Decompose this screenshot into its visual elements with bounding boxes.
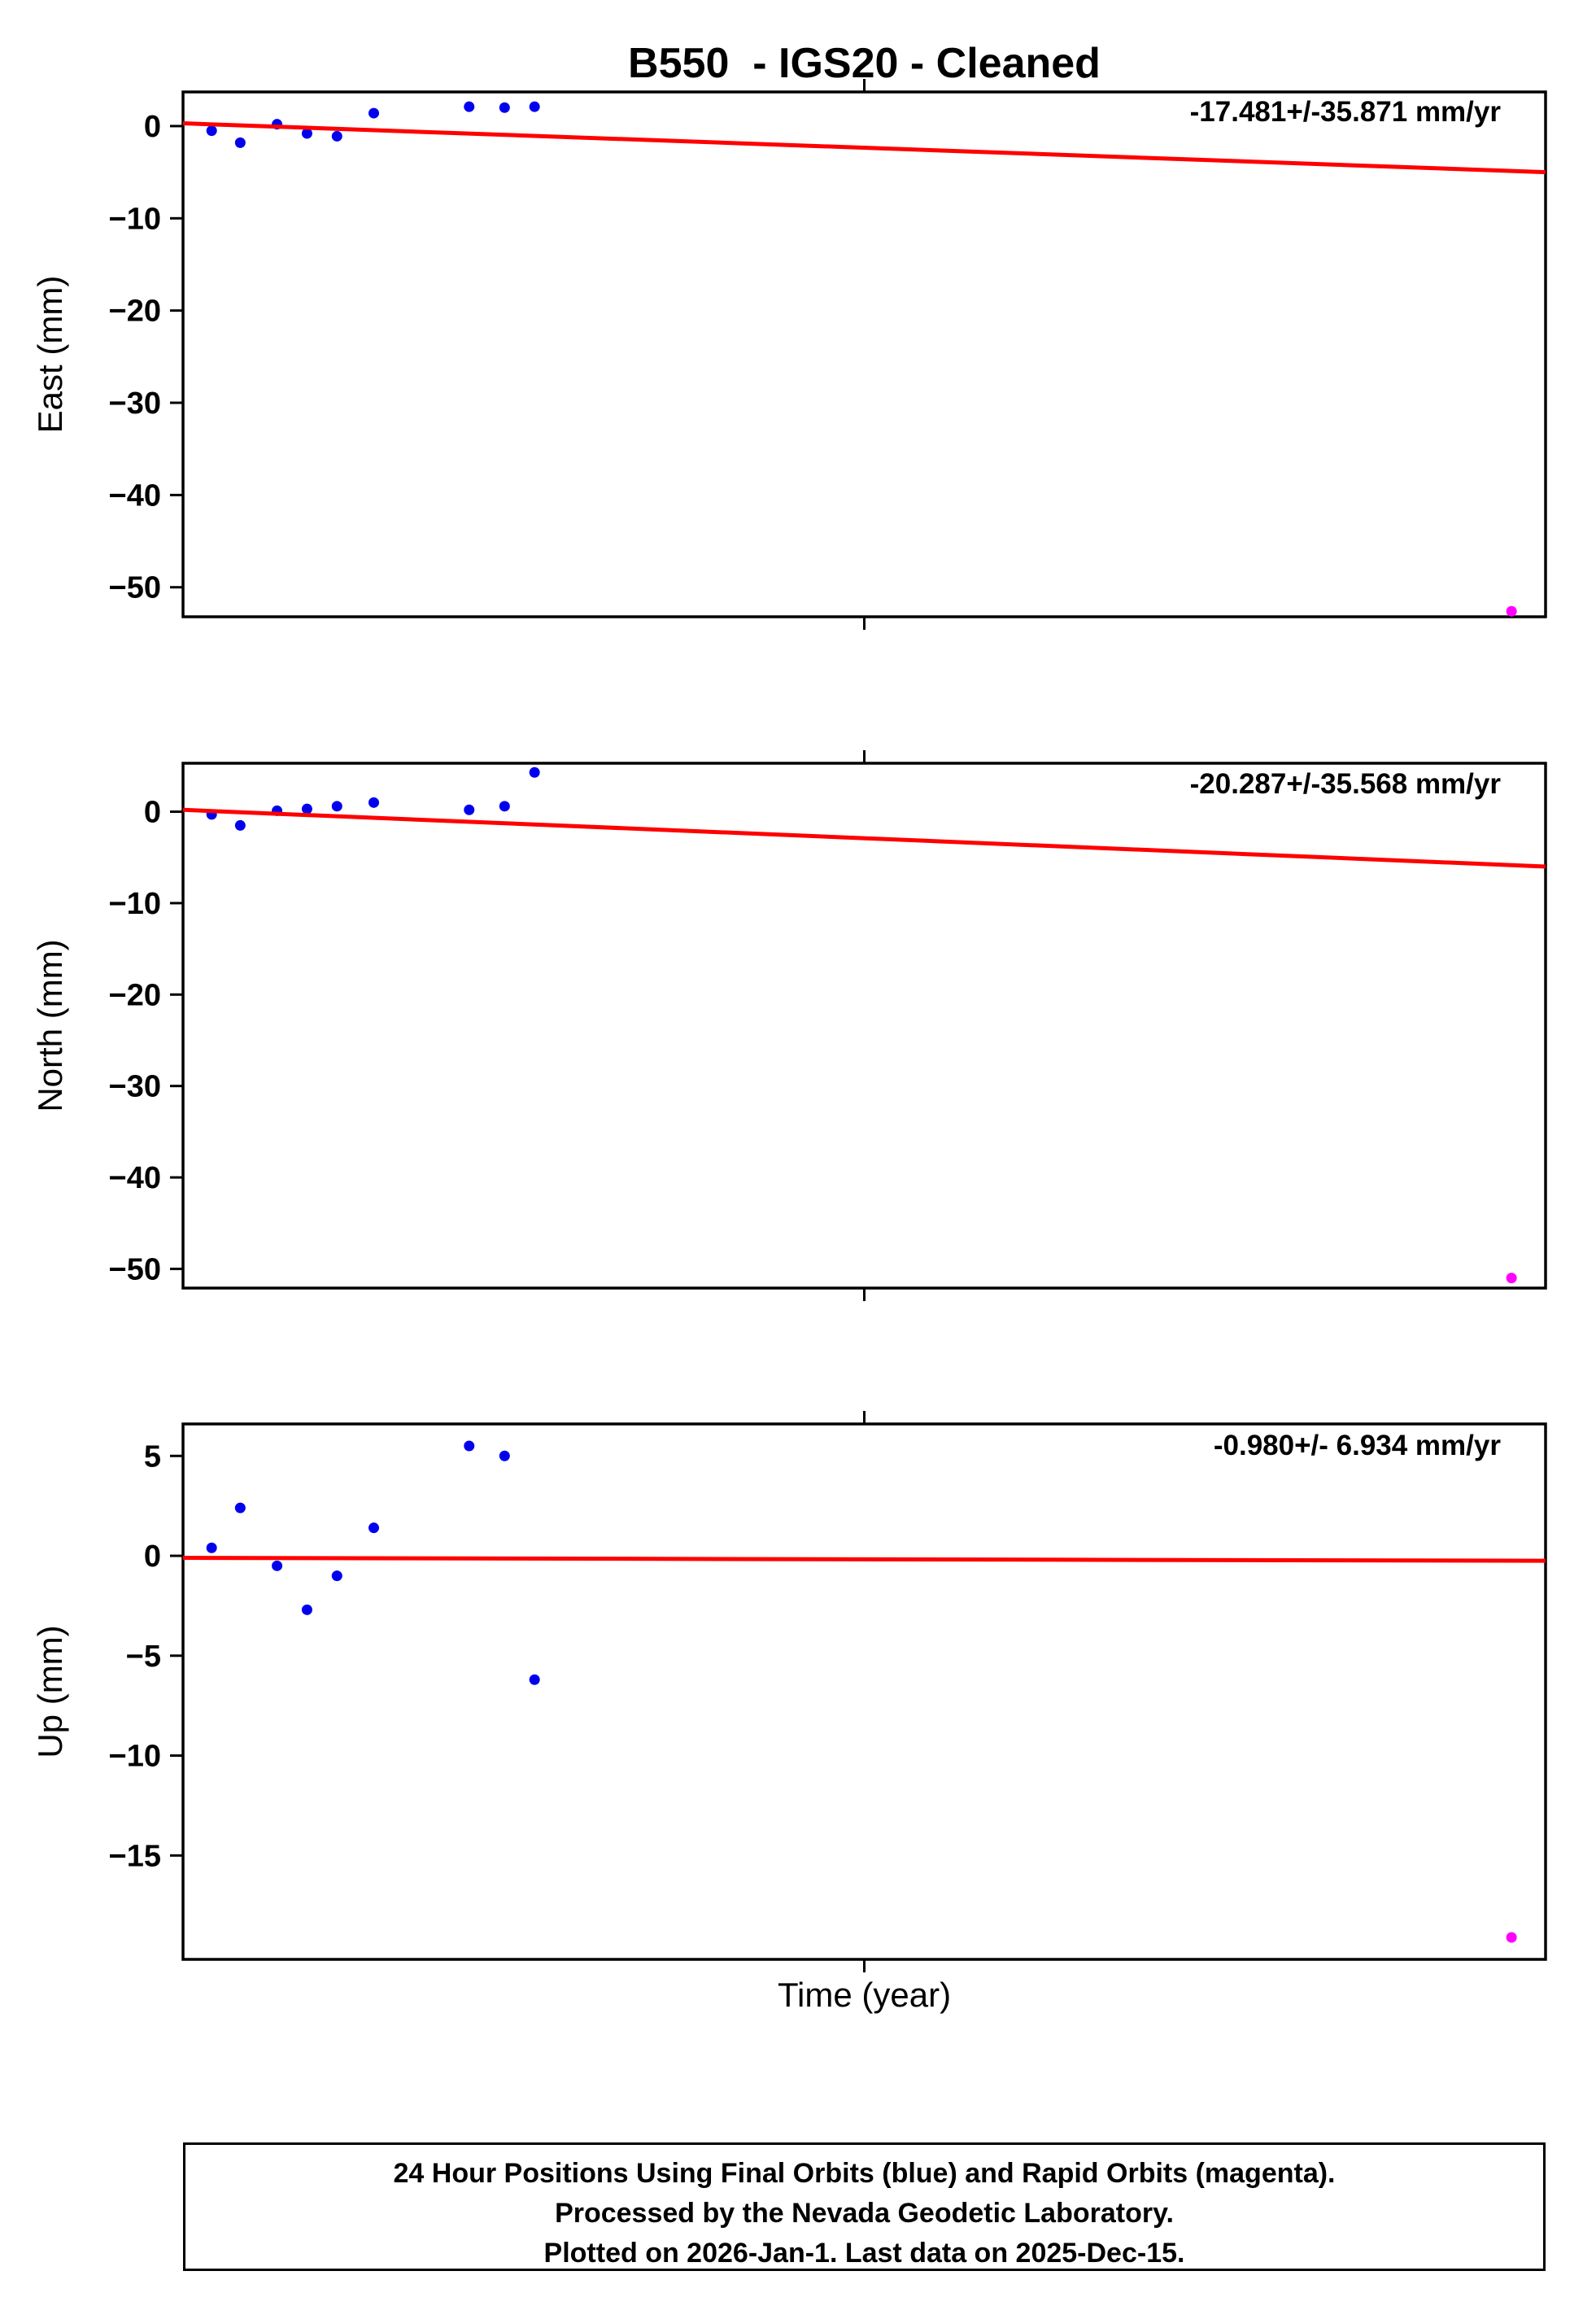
y-tick-label: −50 bbox=[109, 1252, 161, 1286]
y-tick-label: −20 bbox=[109, 978, 161, 1012]
y-tick-label: −40 bbox=[109, 478, 161, 513]
plot-frame bbox=[181, 762, 1547, 1290]
north-rate-label: -20.287+/-35.568 mm/yr bbox=[1189, 768, 1501, 800]
rapid-orbit-points bbox=[1506, 1932, 1517, 1943]
east-plot: 0 −10 −20 −30 −40 −50 East (mm) bbox=[31, 79, 1547, 630]
y-tick-label: −10 bbox=[109, 887, 161, 921]
final-orbit-points bbox=[206, 766, 540, 831]
y-tick-label: −15 bbox=[109, 1839, 161, 1873]
final-orbit-points bbox=[206, 1440, 540, 1685]
y-tick-label: −30 bbox=[109, 1070, 161, 1104]
footer-line-1: 24 Hour Positions Using Final Orbits (bl… bbox=[393, 2158, 1336, 2189]
up-plot: 5 0 −5 −10 −15 Up (mm) bbox=[31, 1411, 1547, 1972]
rapid-orbit-points bbox=[1506, 605, 1517, 617]
north-plot: 0 −10 −20 −30 −40 −50 North (mm) bbox=[31, 750, 1547, 1301]
y-tick-label: −5 bbox=[126, 1640, 161, 1674]
y-tick-label: 0 bbox=[144, 110, 161, 144]
page-title: B550 - IGS20 - Cleaned bbox=[628, 40, 1101, 87]
y-tick-label: −10 bbox=[109, 202, 161, 236]
trend-line bbox=[182, 1556, 1546, 1563]
rapid-orbit-points bbox=[1506, 1273, 1517, 1284]
y-tick-label: 0 bbox=[144, 796, 161, 830]
east-rate-label: -17.481+/-35.871 mm/yr bbox=[1189, 96, 1501, 128]
y-tick-label: −40 bbox=[109, 1161, 161, 1195]
y-axis-title: East (mm) bbox=[31, 276, 69, 434]
footer-line-2: Processed by the Nevada Geodetic Laborat… bbox=[555, 2198, 1174, 2229]
y-axis-title: Up (mm) bbox=[31, 1625, 69, 1758]
trend-line bbox=[182, 121, 1546, 175]
plot-frame bbox=[181, 1422, 1547, 1961]
y-tick-label: −50 bbox=[109, 571, 161, 605]
y-ticks: 0 −10 −20 −30 −40 −50 bbox=[109, 110, 183, 605]
y-tick-label: −30 bbox=[109, 387, 161, 421]
y-tick-label: 0 bbox=[144, 1540, 161, 1574]
y-tick-label: −10 bbox=[109, 1740, 161, 1774]
y-axis-title: North (mm) bbox=[31, 939, 69, 1112]
plot-frame bbox=[181, 90, 1547, 618]
y-tick-label: −20 bbox=[109, 295, 161, 329]
y-ticks: 0 −10 −20 −30 −40 −50 bbox=[109, 796, 183, 1286]
footer-note: 24 Hour Positions Using Final Orbits (bl… bbox=[183, 2142, 1546, 2271]
up-rate-label: -0.980+/- 6.934 mm/yr bbox=[1213, 1430, 1501, 1461]
y-tick-label: 5 bbox=[144, 1439, 161, 1474]
footer-line-3: Plotted on 2026-Jan-1. Last data on 2025… bbox=[543, 2238, 1185, 2269]
y-ticks: 5 0 −5 −10 −15 bbox=[109, 1439, 183, 1873]
trend-line bbox=[182, 807, 1546, 869]
final-orbit-points bbox=[206, 101, 540, 148]
x-axis-label: Time (year) bbox=[777, 1976, 952, 2014]
